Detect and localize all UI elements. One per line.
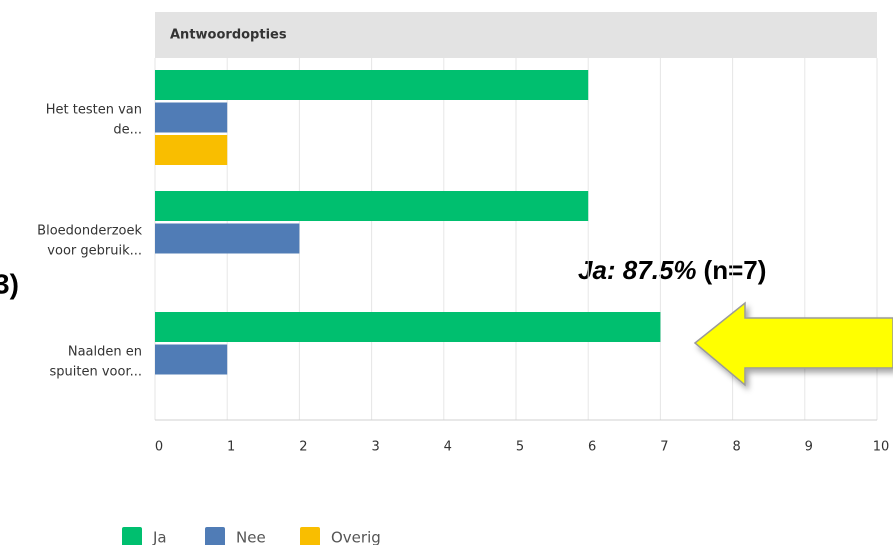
x-tick-label: 3 [371, 440, 379, 455]
x-tick-label: 9 [805, 440, 813, 455]
arrow [693, 301, 893, 387]
bar [155, 135, 228, 165]
legend-label: Overig [331, 529, 381, 545]
annotation-rest: (n=7) [704, 255, 767, 285]
legend-swatch [122, 527, 142, 545]
x-tick-label: 0 [155, 440, 163, 455]
y-tick-label: Naalden en [68, 345, 142, 360]
y-tick-label: Bloedonderzoek [37, 224, 142, 239]
x-tick-label: 4 [444, 440, 452, 455]
legend-label: Nee [236, 529, 266, 545]
side-note: 3) [0, 268, 19, 299]
header-band [155, 12, 877, 58]
bar [155, 70, 589, 100]
bar [155, 344, 228, 375]
annotation-italic: Ja: 87.5% [578, 255, 697, 285]
bar [155, 312, 661, 342]
x-tick-label: 8 [732, 440, 740, 455]
annotation: Ja: 87.5% (n=7) [578, 255, 766, 285]
bar [155, 223, 300, 254]
x-tick-label: 7 [660, 440, 668, 455]
header: Antwoordopties [170, 28, 287, 43]
bar [155, 102, 228, 133]
x-tick-label: 5 [516, 440, 524, 455]
legend-swatch [205, 527, 225, 545]
legend-swatch [300, 527, 320, 545]
x-tick-label: 6 [588, 440, 596, 455]
x-tick-label: 2 [299, 440, 307, 455]
y-tick-label: Het testen van [46, 103, 142, 118]
bar [155, 191, 589, 221]
y-tick-label: voor gebruik... [47, 244, 142, 259]
x-tick-label: 1 [227, 440, 235, 455]
y-tick-label: de... [113, 123, 142, 138]
legend-label: Ja [152, 529, 167, 545]
x-tick-label: 10 [873, 440, 890, 455]
y-tick-label: spuiten voor... [50, 365, 143, 380]
